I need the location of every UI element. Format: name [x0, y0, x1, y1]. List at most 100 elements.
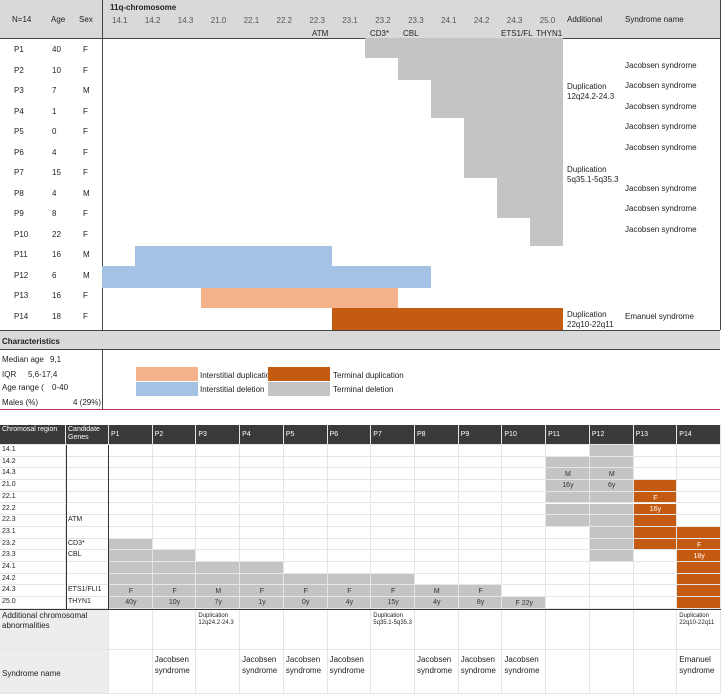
data-cell — [327, 550, 372, 562]
patient-label: M 7y — [214, 588, 222, 607]
syndrome-cell: Jacobsen syndrome — [240, 649, 284, 694]
additional-cell — [240, 609, 284, 650]
data-cell — [371, 573, 415, 586]
iqr-label: IQR — [2, 370, 17, 379]
patient-age: 4 — [52, 188, 57, 198]
patient-age: 7 — [52, 86, 57, 95]
data-cell — [458, 468, 503, 481]
data-cell — [589, 445, 634, 457]
patient-age: 40 — [52, 45, 61, 54]
data-cell — [633, 480, 678, 492]
patient-syndrome: Emanuel syndrome — [625, 311, 694, 321]
data-cell — [240, 456, 284, 469]
data-cell — [502, 562, 547, 574]
data-cell — [633, 538, 678, 551]
patient-sex: M — [83, 86, 90, 95]
patient-age: 22 — [52, 229, 61, 239]
data-cell — [327, 503, 372, 516]
legend-terminal-del: Terminal deletion — [333, 385, 394, 394]
data-cell — [283, 597, 328, 609]
patient-age: 0 — [52, 127, 57, 136]
data-cell — [371, 503, 415, 516]
data-cell — [589, 585, 634, 598]
additional-cell: Duplication 12q24.2-24.3 — [196, 609, 241, 650]
region-label: 14.2 — [0, 456, 66, 469]
data-cell — [546, 445, 590, 457]
characteristics-title: Characteristics — [2, 337, 60, 346]
data-cell — [546, 456, 590, 469]
males-label: Males (%) — [2, 398, 39, 407]
data-cell — [546, 526, 590, 539]
additional-cell — [589, 609, 634, 650]
syndrome-cell — [633, 649, 678, 694]
data-cell — [502, 480, 547, 492]
header-patient: P13 — [633, 425, 678, 445]
data-cell — [371, 480, 415, 492]
data-cell — [371, 445, 415, 457]
header-age: Age — [51, 15, 66, 24]
aberration-bar — [332, 308, 563, 330]
data-cell — [152, 550, 197, 562]
data-cell — [109, 515, 153, 527]
data-cell — [283, 468, 328, 481]
data-cell — [458, 538, 503, 551]
patient-id: P10 — [14, 229, 29, 239]
data-cell — [283, 445, 328, 457]
header-patient: P11 — [546, 425, 590, 445]
data-cell — [109, 538, 153, 551]
patient-sex: F — [83, 291, 88, 300]
patient-label: F 0y — [302, 588, 310, 607]
patient-sex: F — [83, 127, 88, 136]
data-cell — [677, 445, 721, 457]
additional-cell — [458, 609, 503, 650]
data-cell — [240, 515, 284, 527]
gene-cell: ATM — [66, 515, 109, 527]
band-label: 24.3 — [506, 16, 523, 25]
data-cell — [546, 480, 590, 492]
gene-cell: THYN1 — [66, 597, 109, 609]
syndrome-cell — [589, 649, 634, 694]
note-1-l1: Duplication — [567, 82, 607, 91]
patient-id: P2 — [14, 65, 24, 75]
patient-age: 16 — [52, 250, 61, 259]
data-cell — [196, 491, 241, 504]
header-patient: P1 — [109, 425, 153, 445]
patient-id: P5 — [14, 127, 24, 136]
data-cell — [633, 503, 678, 516]
patient-age: 8 — [52, 209, 57, 218]
syndrome-cell: Jacobsen syndrome — [415, 649, 459, 694]
legend-interstitial-del: Interstitial deletion — [200, 385, 265, 394]
data-cell — [546, 573, 590, 586]
data-cell — [196, 503, 241, 516]
data-cell — [589, 573, 634, 586]
header-patient: P2 — [152, 425, 197, 445]
data-cell — [283, 480, 328, 492]
patient-label: F 40y — [125, 588, 137, 607]
patient-age: 16 — [52, 291, 61, 300]
syndrome-cell: Jacobsen syndrome — [458, 649, 503, 694]
data-cell — [152, 526, 197, 539]
syndrome-label: Syndrome name — [0, 649, 109, 694]
patient-sex: F — [83, 168, 88, 177]
data-cell — [327, 445, 372, 457]
data-cell — [502, 491, 547, 504]
data-cell — [327, 585, 372, 598]
syndrome-cell — [371, 649, 415, 694]
additional-label: Additional chromosomal abnormalities — [0, 609, 109, 650]
aberration-bar — [134, 246, 333, 266]
data-cell — [633, 491, 678, 504]
data-cell — [546, 562, 590, 574]
data-cell — [633, 468, 678, 481]
data-cell — [196, 585, 241, 598]
data-cell — [589, 526, 634, 539]
data-cell — [633, 515, 678, 527]
aberration-bar — [365, 38, 563, 58]
data-cell — [415, 526, 459, 539]
patient-id: P4 — [14, 106, 24, 116]
data-cell — [415, 562, 459, 574]
data-cell — [502, 550, 547, 562]
data-cell — [546, 503, 590, 516]
data-cell — [677, 573, 721, 586]
band-label: 22.3 — [309, 16, 325, 25]
patient-id: P11 — [14, 250, 28, 259]
